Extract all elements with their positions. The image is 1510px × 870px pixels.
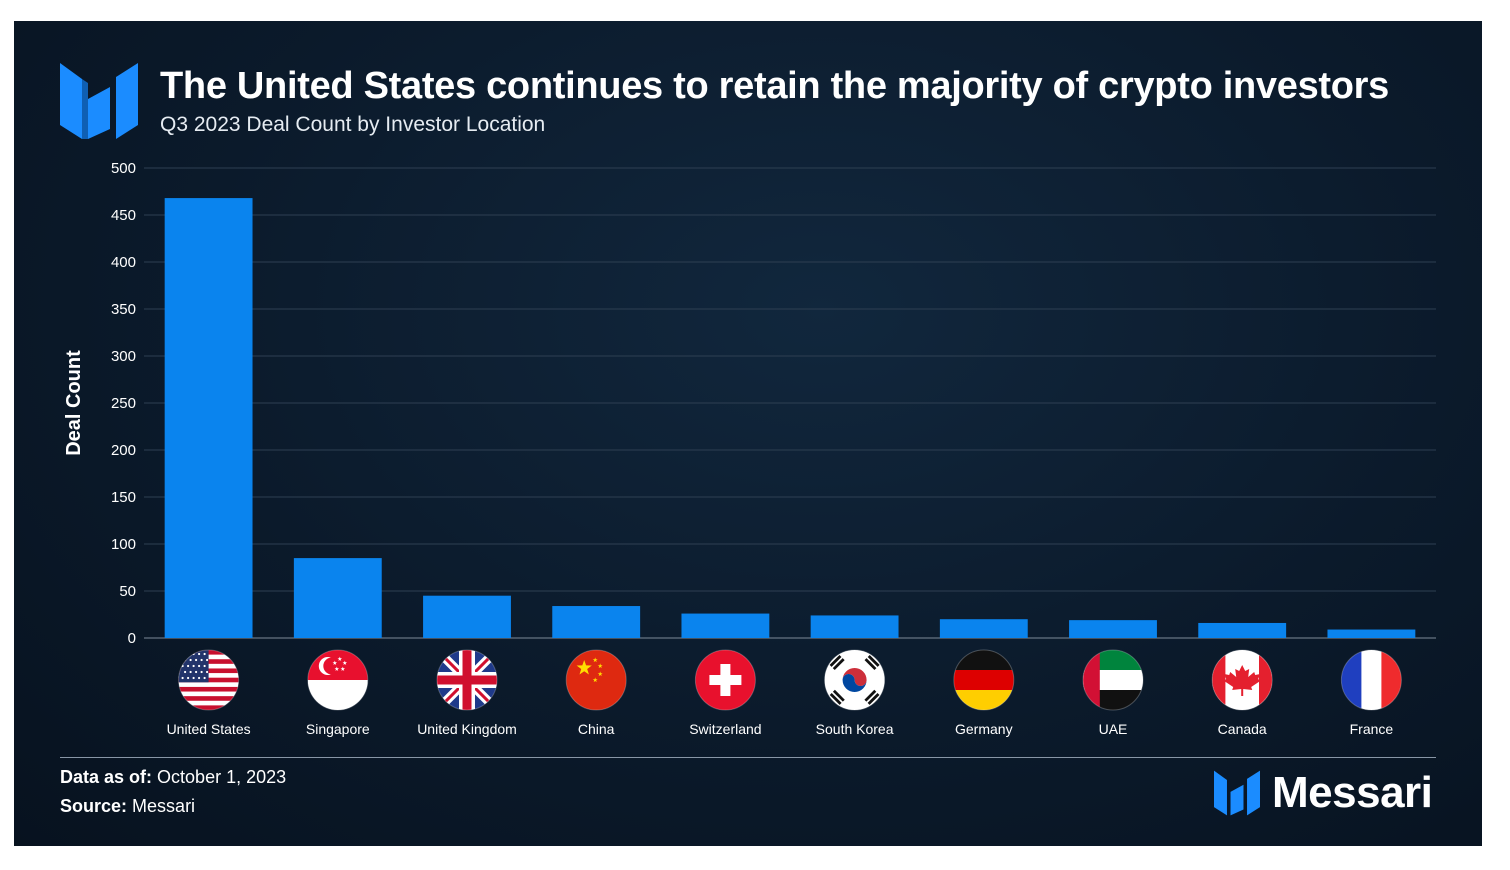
y-tick-label: 350 bbox=[111, 301, 136, 318]
x-tick-label: United Kingdom bbox=[417, 721, 517, 737]
y-tick-label: 200 bbox=[111, 442, 136, 459]
x-tick-label: United States bbox=[167, 721, 251, 737]
y-tick-label: 500 bbox=[111, 160, 136, 177]
bar-9 bbox=[1327, 629, 1416, 638]
bar-7 bbox=[1069, 620, 1157, 638]
x-tick-label: UAE bbox=[1099, 721, 1128, 737]
y-tick-label: 0 bbox=[128, 630, 136, 647]
bar-8 bbox=[1198, 622, 1287, 638]
data-date-value: October 1, 2023 bbox=[157, 767, 287, 787]
uk-flag-icon bbox=[436, 649, 498, 711]
x-tick-label: China bbox=[578, 721, 615, 737]
x-tick-label: Switzerland bbox=[689, 721, 761, 737]
bar-2 bbox=[423, 595, 511, 638]
x-tick-label: Germany bbox=[955, 721, 1013, 737]
chart-title: The United States continues to retain th… bbox=[160, 65, 1389, 107]
messari-logo-icon bbox=[60, 63, 138, 139]
bar-0 bbox=[164, 198, 253, 638]
us-flag-icon bbox=[178, 649, 240, 711]
messari-brand: Messari bbox=[1214, 768, 1433, 817]
y-tick-label: 300 bbox=[111, 348, 136, 365]
chart-subtitle: Q3 2023 Deal Count by Investor Location bbox=[160, 113, 546, 136]
y-tick-label: 150 bbox=[111, 489, 136, 506]
bar-6 bbox=[939, 619, 1028, 638]
chart-card: The United States continues to retain th… bbox=[14, 21, 1482, 846]
bar-4 bbox=[681, 613, 770, 638]
messari-brand-logo-icon bbox=[1214, 770, 1260, 816]
switzerland-flag-icon bbox=[694, 649, 756, 711]
y-axis-title: Deal Count bbox=[63, 350, 85, 456]
data-date-note: Data as of: October 1, 2023 bbox=[60, 767, 286, 788]
y-tick-label: 250 bbox=[111, 395, 136, 412]
germany-flag-icon bbox=[953, 649, 1015, 711]
south-korea-flag-icon bbox=[824, 649, 886, 711]
x-tick-label: Canada bbox=[1218, 721, 1267, 737]
y-tick-label: 450 bbox=[111, 207, 136, 224]
brand-name: Messari bbox=[1272, 768, 1433, 817]
singapore-flag-icon bbox=[307, 649, 369, 711]
y-tick-label: 100 bbox=[111, 536, 136, 553]
x-tick-label: France bbox=[1350, 721, 1394, 737]
france-flag-icon bbox=[1340, 649, 1402, 711]
x-tick-label: South Korea bbox=[816, 721, 894, 737]
uae-flag-icon bbox=[1082, 649, 1144, 711]
bar-chart: 0 50 100 150 200 250 300 350 400 450 500 Deal Count… bbox=[63, 160, 1436, 737]
source-value: Messari bbox=[132, 796, 196, 816]
source-label: Source: bbox=[60, 796, 128, 816]
data-date-label: Data as of: bbox=[60, 767, 153, 787]
bar-1 bbox=[293, 558, 382, 638]
footer-divider bbox=[60, 757, 1436, 758]
y-tick-label: 400 bbox=[111, 254, 136, 271]
source-note: Source: Messari bbox=[60, 796, 195, 817]
canada-flag-icon bbox=[1211, 649, 1273, 711]
china-flag-icon bbox=[565, 649, 627, 711]
x-tick-label: Singapore bbox=[306, 721, 370, 737]
bar-3 bbox=[552, 606, 641, 638]
bar-5 bbox=[810, 615, 899, 638]
y-tick-label: 50 bbox=[119, 583, 136, 600]
